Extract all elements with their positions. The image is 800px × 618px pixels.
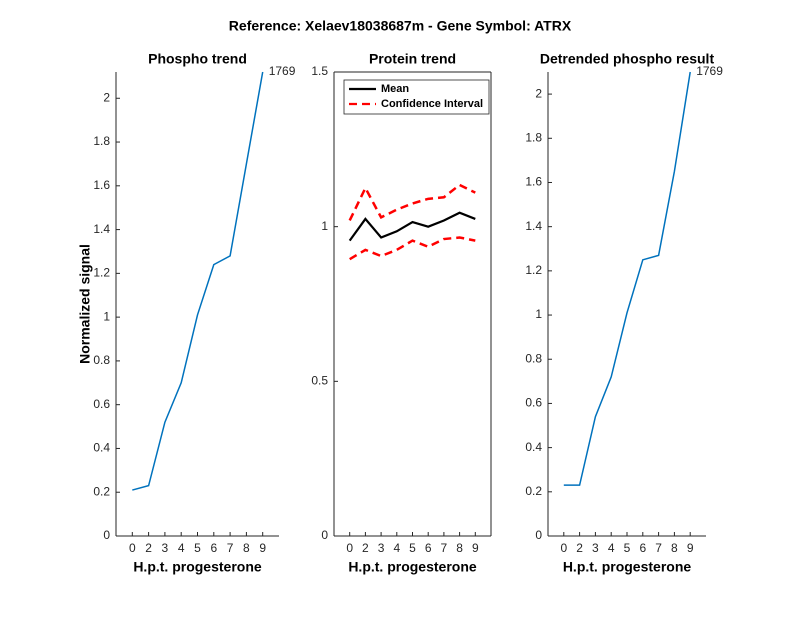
x-tick-label: 6 [425,541,432,555]
y-tick-label: 1 [321,219,328,233]
x-tick-label: 9 [259,541,266,555]
x-tick-label: 2 [362,541,369,555]
x-axis-label: H.p.t. progesterone [133,559,262,575]
y-tick-label: 1.6 [93,178,110,192]
chart-title: Protein trend [369,51,456,67]
x-tick-label: 9 [472,541,479,555]
y-tick-label: 1 [535,307,542,321]
y-tick-label: 0.6 [525,396,542,410]
series-line [349,236,476,261]
x-tick-label: 7 [655,541,662,555]
x-tick-label: 3 [378,541,385,555]
y-tick-label: 0.6 [93,397,110,411]
series-line [563,71,691,486]
x-tick-label: 6 [210,541,217,555]
y-tick-label: 0.8 [525,351,542,365]
y-tick-label: 0.4 [525,440,542,454]
x-tick-label: 2 [145,541,152,555]
x-tick-label: 9 [687,541,694,555]
x-tick-label: 3 [592,541,599,555]
x-tick-label: 8 [456,541,463,555]
chart-title: Detrended phospho result [540,51,715,67]
x-tick-label: 4 [178,541,185,555]
x-tick-label: 0 [129,541,136,555]
x-axis-label: H.p.t. progesterone [348,559,477,575]
y-tick-label: 1.6 [525,175,542,189]
y-tick-label: 1.8 [93,134,110,148]
y-tick-label: 0.8 [93,353,110,367]
y-tick-label: 2 [103,90,110,104]
x-tick-label: 7 [441,541,448,555]
x-tick-label: 0 [346,541,353,555]
y-tick-label: 0 [321,528,328,542]
y-tick-label: 1 [103,309,110,323]
x-tick-label: 5 [194,541,201,555]
y-tick-label: 1.2 [93,266,110,280]
x-tick-label: 3 [162,541,169,555]
x-tick-label: 4 [393,541,400,555]
legend-label: Mean [381,83,409,95]
x-tick-label: 6 [639,541,646,555]
y-tick-label: 0 [103,528,110,542]
annotation: 1769 [269,64,296,78]
y-tick-label: 0.5 [311,374,328,388]
x-tick-label: 5 [409,541,416,555]
x-tick-label: 2 [576,541,583,555]
figure-title: Reference: Xelaev18038687m - Gene Symbol… [229,18,572,34]
y-tick-label: 0 [535,528,542,542]
x-tick-label: 7 [227,541,234,555]
x-tick-label: 5 [624,541,631,555]
y-tick-label: 1.8 [525,130,542,144]
chart-title: Phospho trend [148,51,247,67]
y-tick-label: 1.4 [93,222,110,236]
x-axis-label: H.p.t. progesterone [563,559,692,575]
x-tick-label: 8 [671,541,678,555]
y-tick-label: 1.4 [525,219,542,233]
series-line [348,183,476,222]
x-tick-label: 0 [560,541,567,555]
x-tick-label: 8 [243,541,250,555]
y-tick-label: 0.4 [93,441,110,455]
y-tick-label: 1.5 [311,64,328,78]
series-line [132,71,264,491]
y-tick-label: 0.2 [93,484,110,498]
series-line [348,211,476,242]
y-tick-label: 2 [535,86,542,100]
annotation: 1769 [696,64,723,78]
x-tick-label: 4 [608,541,615,555]
legend-label: Confidence Interval [381,98,483,110]
y-axis-label: Normalized signal [77,244,93,364]
legend-box [343,79,490,115]
y-tick-label: 0.2 [525,484,542,498]
y-tick-label: 1.2 [525,263,542,277]
